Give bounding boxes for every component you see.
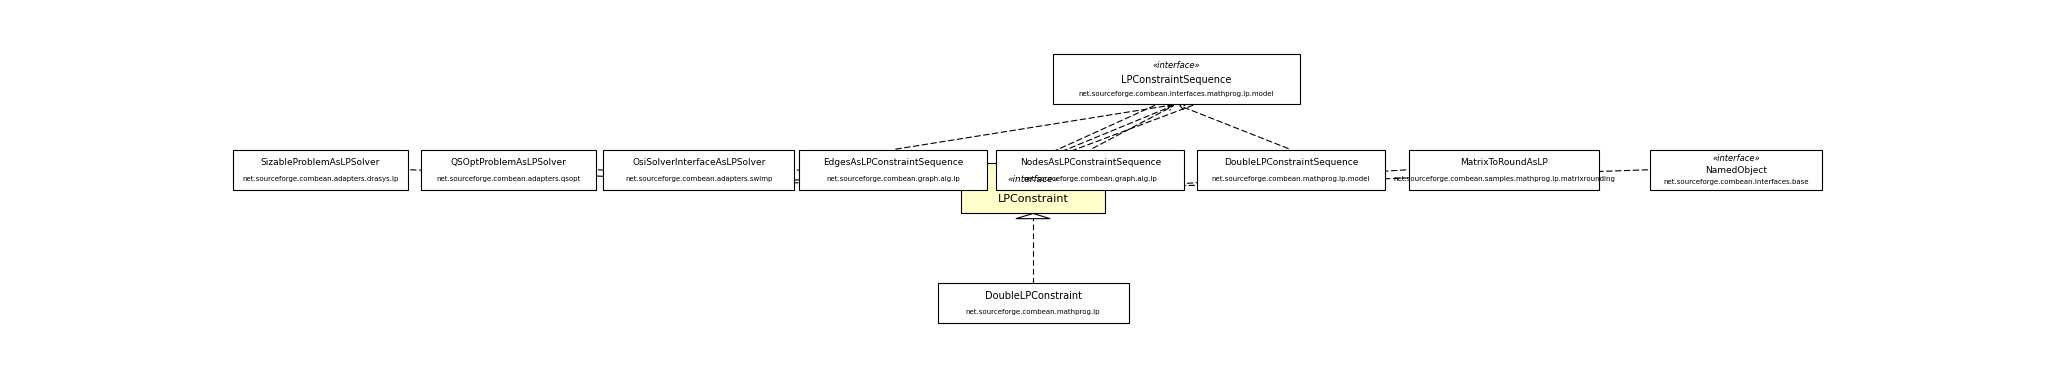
Text: «interface»: «interface» — [1008, 175, 1059, 184]
Text: EdgesAsLPConstraintSequence: EdgesAsLPConstraintSequence — [823, 158, 963, 167]
Text: NodesAsLPConstraintSequence: NodesAsLPConstraintSequence — [1020, 158, 1162, 167]
Text: SizableProblemAsLPSolver: SizableProblemAsLPSolver — [261, 158, 380, 167]
Text: OsiSolverInterfaceAsLPSolver: OsiSolverInterfaceAsLPSolver — [632, 158, 766, 167]
Text: NamedObject: NamedObject — [1706, 166, 1768, 175]
Text: net.sourceforge.combean.interfaces.mathprog.lp.model: net.sourceforge.combean.interfaces.mathp… — [1078, 91, 1275, 97]
FancyBboxPatch shape — [232, 150, 409, 190]
Text: net.sourceforge.combean.mathprog.lp.model: net.sourceforge.combean.mathprog.lp.mode… — [1211, 176, 1369, 182]
FancyBboxPatch shape — [1053, 54, 1300, 104]
Text: LPConstraintSequence: LPConstraintSequence — [1121, 75, 1232, 85]
Text: «interface»: «interface» — [1152, 61, 1201, 70]
FancyBboxPatch shape — [421, 150, 595, 190]
Text: net.sourceforge.combean.adapters.qsopt: net.sourceforge.combean.adapters.qsopt — [435, 176, 581, 182]
Polygon shape — [1016, 213, 1051, 219]
Text: net.sourceforge.combean.graph.alg.lp: net.sourceforge.combean.graph.alg.lp — [1024, 176, 1158, 182]
Text: QSOptProblemAsLPSolver: QSOptProblemAsLPSolver — [450, 158, 567, 167]
FancyBboxPatch shape — [799, 150, 987, 190]
FancyBboxPatch shape — [938, 283, 1129, 323]
FancyBboxPatch shape — [996, 150, 1185, 190]
Text: net.sourceforge.combean.adapters.drasys.lp: net.sourceforge.combean.adapters.drasys.… — [242, 176, 398, 182]
Text: LPConstraint: LPConstraint — [998, 194, 1068, 204]
Text: DoubleLPConstraint: DoubleLPConstraint — [985, 291, 1082, 301]
FancyBboxPatch shape — [961, 163, 1105, 213]
Text: net.sourceforge.combean.graph.alg.lp: net.sourceforge.combean.graph.alg.lp — [825, 176, 961, 182]
FancyBboxPatch shape — [1197, 150, 1384, 190]
Text: net.sourceforge.combean.interfaces.base: net.sourceforge.combean.interfaces.base — [1663, 179, 1809, 185]
Text: MatrixToRoundAsLP: MatrixToRoundAsLP — [1460, 158, 1548, 167]
Text: net.sourceforge.combean.adapters.swimp: net.sourceforge.combean.adapters.swimp — [626, 176, 772, 182]
Text: DoubleLPConstraintSequence: DoubleLPConstraintSequence — [1224, 158, 1357, 167]
FancyBboxPatch shape — [1408, 150, 1599, 190]
Text: net.sourceforge.combean.mathprog.lp: net.sourceforge.combean.mathprog.lp — [965, 309, 1100, 315]
Text: net.sourceforge.combean.samples.mathprog.lp.matrixrounding: net.sourceforge.combean.samples.mathprog… — [1394, 176, 1616, 182]
FancyBboxPatch shape — [1651, 150, 1823, 190]
Text: «interface»: «interface» — [1712, 154, 1759, 163]
FancyBboxPatch shape — [604, 150, 795, 190]
